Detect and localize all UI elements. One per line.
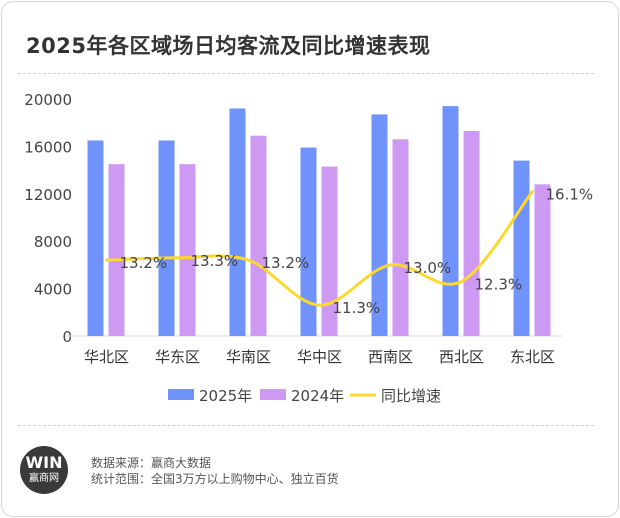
x-tick-label: 华东区 (155, 348, 200, 366)
bar-2024 (534, 184, 551, 336)
divider (18, 73, 594, 74)
divider (18, 425, 594, 426)
bar-2025 (442, 106, 459, 336)
bar-2025 (513, 160, 530, 336)
y-tick-label: 0 (62, 328, 72, 346)
bar-2025 (229, 108, 246, 336)
legend-label: 同比增速 (381, 387, 441, 405)
growth-data-label: 12.3% (475, 275, 523, 293)
bar-2024 (463, 130, 480, 336)
bar-2025 (300, 147, 317, 336)
y-tick-label: 12000 (24, 186, 72, 204)
bar-2024 (250, 135, 267, 336)
bar-2025 (371, 114, 388, 336)
y-tick-label: 8000 (34, 233, 72, 251)
x-tick-label: 华中区 (297, 348, 342, 366)
bar-2024 (179, 164, 196, 336)
logo: WIN 赢商网 (20, 446, 68, 494)
bar-2024 (321, 166, 338, 336)
legend-label: 2025年 (199, 387, 252, 405)
x-tick-label: 东北区 (510, 348, 555, 366)
bar-2025 (158, 140, 175, 336)
y-tick-label: 16000 (24, 138, 72, 156)
bar-2024 (108, 164, 125, 336)
growth-data-label: 11.3% (333, 299, 381, 317)
legend-label: 2024年 (291, 387, 344, 405)
growth-line (105, 189, 534, 307)
y-tick-label: 20000 (24, 91, 72, 109)
x-tick-label: 西南区 (368, 348, 413, 366)
growth-data-label: 13.2% (262, 254, 310, 272)
x-tick-label: 华北区 (84, 348, 129, 366)
growth-data-label: 13.2% (120, 254, 168, 272)
bar-2024 (392, 139, 409, 336)
legend-swatch (168, 389, 194, 400)
source-note: 数据来源：赢商大数据 统计范围：全国3万方以上购物中心、独立百货 (91, 455, 339, 487)
x-tick-label: 华南区 (226, 348, 271, 366)
chart-svg: 0 4000 8000 12000 16000 20000 华北区 华东区 华南区 华中区 西南区 西… (24, 91, 594, 405)
data-scope: 统计范围：全国3万方以上购物中心、独立百货 (91, 472, 339, 486)
data-source: 数据来源：赢商大数据 (91, 456, 212, 470)
logo-text: 赢商网 (29, 473, 59, 484)
growth-data-label: 13.3% (191, 252, 239, 270)
legend-swatch (260, 389, 286, 400)
x-tick-label: 西北区 (439, 348, 484, 366)
chart-title: 2025年各区域场日均客流及同比增速表现 (26, 34, 431, 58)
growth-data-label: 16.1% (546, 185, 594, 203)
y-tick-label: 4000 (34, 281, 72, 299)
logo-mark: WIN (25, 453, 63, 472)
growth-data-label: 13.0% (404, 259, 452, 277)
bar-2025 (87, 140, 104, 336)
